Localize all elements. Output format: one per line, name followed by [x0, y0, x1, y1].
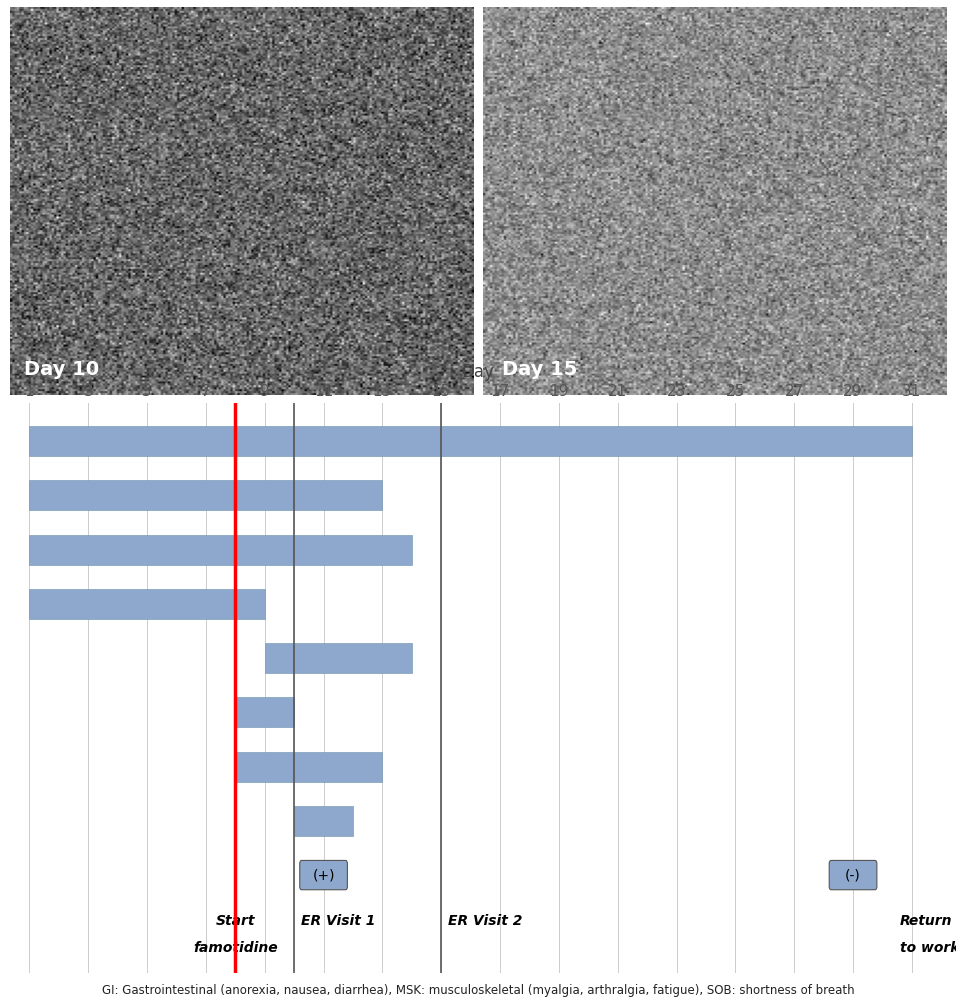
Text: Day 10: Day 10 [24, 360, 99, 379]
Bar [235, 752, 382, 781]
Bar [265, 643, 412, 673]
Bar [30, 534, 412, 564]
Text: (+): (+) [313, 868, 335, 882]
Text: GI: Gastrointestinal (anorexia, nausea, diarrhea), MSK: musculoskeletal (myalgia: GI: Gastrointestinal (anorexia, nausea, … [101, 984, 855, 997]
Text: ER Visit 1: ER Visit 1 [301, 914, 376, 928]
Text: Return: Return [901, 914, 952, 928]
Text: famotidine: famotidine [193, 941, 277, 956]
FancyBboxPatch shape [829, 861, 877, 890]
Bar [30, 481, 382, 510]
Text: Day 15: Day 15 [502, 360, 577, 379]
Bar [294, 806, 353, 836]
Text: Start: Start [215, 914, 255, 928]
Text: to work: to work [901, 941, 956, 956]
Text: ER Visit 2: ER Visit 2 [448, 914, 523, 928]
Bar [30, 426, 912, 456]
Bar [30, 589, 265, 619]
Bar [235, 698, 294, 728]
X-axis label: Day: Day [462, 363, 494, 381]
FancyBboxPatch shape [300, 861, 347, 890]
Text: (-): (-) [845, 868, 861, 882]
